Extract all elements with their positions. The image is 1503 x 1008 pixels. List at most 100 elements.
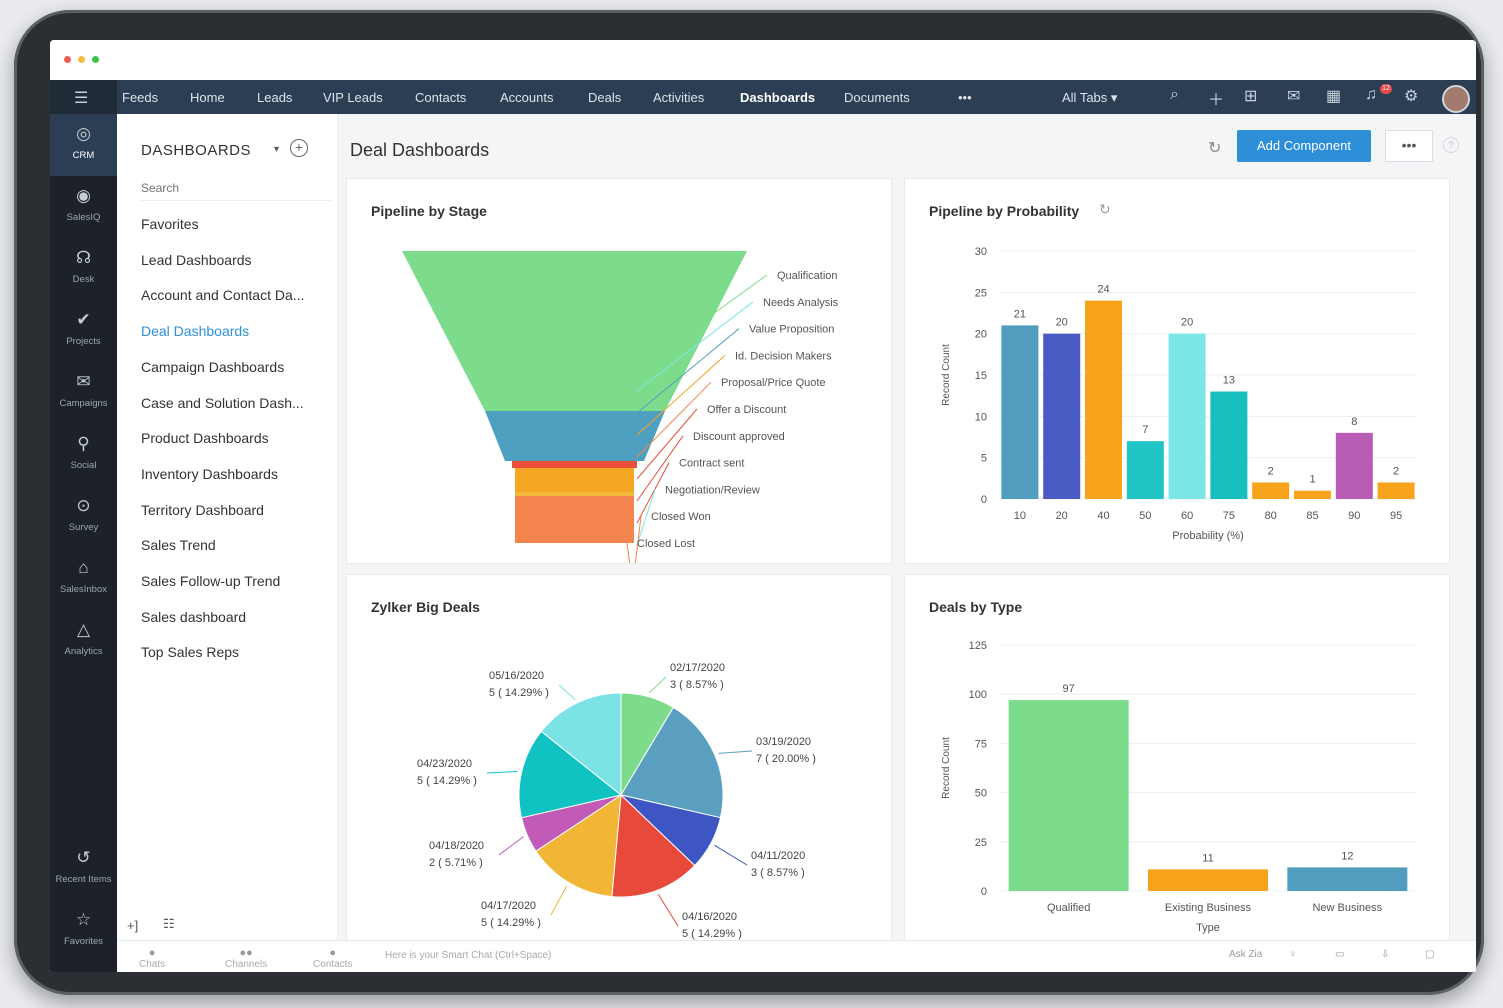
close-window-dot[interactable] [64,56,71,63]
dashboard-list-item[interactable]: Campaign Dashboards [141,358,285,375]
sidebar-item-projects[interactable]: ✔ Projects [50,300,117,362]
chevron-down-icon[interactable]: ▾ [274,144,280,155]
bar[interactable] [1043,333,1081,499]
sidebar-item-label: SalesIQ [66,212,101,223]
tab-activities[interactable]: Activities [653,90,705,105]
gamepad-icon[interactable]: ⊞ [1244,88,1258,105]
y-tick-label: 75 [975,738,987,750]
dashboard-list-item[interactable]: Case and Solution Dash... [141,394,304,411]
pie-slice[interactable] [518,730,623,819]
sidebar-item-recent-items[interactable]: ↺ Recent Items [50,848,117,885]
dashboard-list-item[interactable]: Top Sales Reps [141,644,240,661]
funnel-stage-label: Id. Decision Makers [735,350,832,362]
bar[interactable] [1287,867,1408,891]
dashboard-list-item[interactable]: Inventory Dashboards [141,465,278,482]
tab-leads[interactable]: Leads [257,90,293,105]
add-component-button[interactable]: Add Component [1237,130,1371,162]
dashboard-list-item[interactable]: Account and Contact Da... [141,287,305,304]
sidebar-item-salesinbox[interactable]: ⌂ SalesInbox [50,548,117,610]
bar-value-label: 21 [1014,308,1026,320]
refresh-icon[interactable]: ↻ [1099,201,1111,217]
ask-zia-button[interactable]: Ask Zia [1229,949,1263,960]
bar[interactable] [1168,333,1206,499]
calendar-icon[interactable]: ▦ [1326,88,1342,105]
channels-tab[interactable]: ●● Channels [225,947,267,970]
funnel-segment[interactable] [515,468,634,492]
dashboard-list-item[interactable]: Product Dashboards [141,430,269,447]
dashboard-list-item[interactable]: Territory Dashboard [141,501,264,518]
pie-date-label: 02/17/2020 [670,662,725,674]
screen-icon[interactable]: ▢ [1425,949,1435,960]
smart-chat-input[interactable]: Here is your Smart Chat (Ctrl+Space) [385,950,552,961]
sidebar-item-analytics[interactable]: △ Analytics [50,610,117,672]
bar[interactable] [1001,325,1039,499]
tab-contacts[interactable]: Contacts [415,90,467,105]
bar[interactable] [1294,490,1331,499]
help-icon[interactable]: ? [1443,137,1459,153]
plus-icon[interactable]: ＋ [1208,92,1225,109]
dashboard-list-item[interactable]: Favorites [141,216,199,232]
sidebar-item-favorites[interactable]: ☆ Favorites [50,910,117,947]
chats-tab[interactable]: ● Chats [139,947,165,970]
maximize-window-dot[interactable] [92,56,99,63]
expand-icon[interactable]: +] [127,918,139,933]
funnel-segment[interactable] [515,492,634,496]
dashboard-list-item[interactable]: Sales dashboard [141,608,247,625]
mail-icon[interactable]: ✉ [1287,88,1301,105]
search-icon[interactable]: ⌕ [1170,86,1179,103]
pie-slice[interactable] [611,793,696,898]
dashboard-search-input[interactable] [141,176,331,201]
funnel-segment[interactable] [515,496,634,543]
dashboard-list-item[interactable]: Deal Dashboards [141,323,250,340]
sidebar-item-campaigns[interactable]: ✉ Campaigns [50,362,117,424]
tab-home[interactable]: Home [190,90,225,105]
bar[interactable] [1335,432,1373,499]
contacts-tab[interactable]: ● Contacts [313,947,352,970]
document-icon[interactable]: ▭ [1335,949,1345,960]
more-tabs-button[interactable]: ••• [958,90,972,105]
bar[interactable] [1148,869,1268,891]
more-options-button[interactable]: ••• [1385,130,1433,162]
tab-vip-leads[interactable]: VIP Leads [323,90,383,105]
avatar[interactable] [1442,85,1470,113]
x-tick-label: 85 [1306,510,1318,522]
download-icon[interactable]: ⇩ [1381,949,1390,960]
all-tabs-dropdown[interactable]: All Tabs ▾ [1062,90,1118,105]
bar[interactable] [1377,482,1415,499]
bar[interactable] [1252,482,1290,499]
zia-icon[interactable]: ♀ [1289,949,1297,960]
sidebar-item-crm[interactable]: ◎ CRM [50,114,117,176]
dashboard-list-item[interactable]: Sales Trend [141,537,216,554]
tab-deals[interactable]: Deals [588,90,622,105]
bell-icon[interactable]: ♫ [1365,86,1377,103]
funnel-segment[interactable] [512,461,637,468]
pipeline-by-stage-card: Pipeline by Stage Qualification Needs Ana… [346,178,892,564]
pie-slice[interactable] [620,706,724,819]
sidebar-item-desk[interactable]: ☊ Desk [50,238,117,300]
minimize-window-dot[interactable] [78,56,85,63]
bar[interactable] [1126,441,1164,499]
y-tick-label: 100 [969,689,987,701]
refresh-icon[interactable]: ↻ [1208,140,1222,157]
dashboard-list-item[interactable]: Lead Dashboards [141,251,252,268]
tab-accounts[interactable]: Accounts [500,90,554,105]
menu-button[interactable]: ☰ [50,80,117,114]
add-dashboard-icon[interactable]: + [290,139,308,157]
sidebar-item-salesiq[interactable]: ◉ SalesIQ [50,176,117,238]
sidebar-item-survey[interactable]: ⊙ Survey [50,486,117,548]
funnel-segment[interactable] [402,251,747,411]
tab-documents[interactable]: Documents [844,90,910,105]
dashboard-list-item[interactable]: Sales Follow-up Trend [141,573,281,589]
funnel-segment[interactable] [485,411,665,461]
bar[interactable] [1210,391,1248,499]
sidebar-item-social[interactable]: ⚲ Social [50,424,117,486]
pie-leader-line [657,893,679,927]
bar[interactable] [1085,300,1122,499]
tab-dashboards[interactable]: Dashboards [740,90,816,105]
tab-feeds[interactable]: Feeds [122,90,159,105]
list-icon[interactable]: ☷ [163,916,175,931]
pie-slice[interactable] [535,794,622,898]
pie-slice[interactable] [540,692,622,797]
bar[interactable] [1008,700,1129,891]
gear-icon[interactable]: ⚙ [1404,88,1419,105]
